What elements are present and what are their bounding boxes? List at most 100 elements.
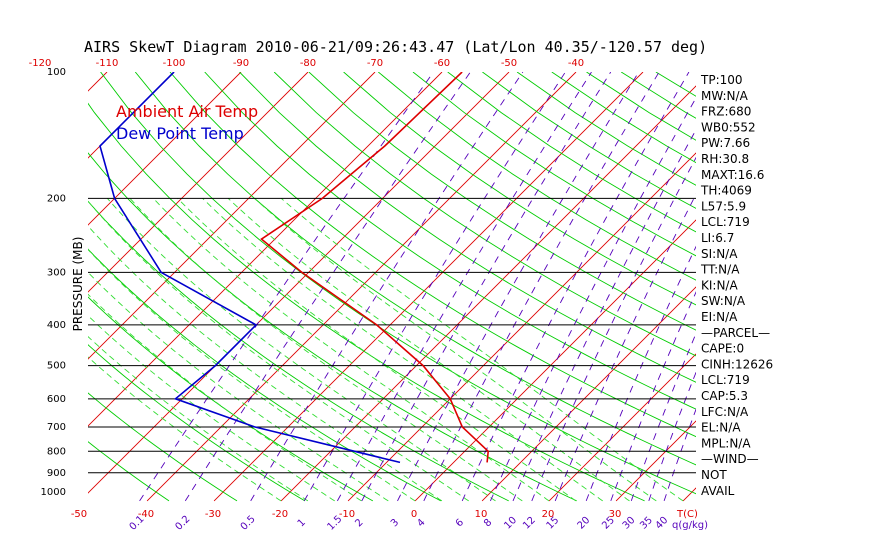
isotherm-line (88, 72, 108, 92)
index-entry: CAPE:0 (701, 342, 744, 356)
index-entry: EI:N/A (701, 310, 738, 324)
index-entry: MPL:N/A (701, 436, 751, 450)
dry-adiabat-line (343, 72, 696, 306)
moist-adiabat-line (227, 198, 630, 502)
dry-adiabat-line (482, 72, 696, 209)
mixing-ratio-line (663, 408, 696, 502)
moist-adiabat-line (88, 293, 362, 502)
bottom-temperature-tick-label: -10 (339, 509, 355, 520)
dry-adiabat-line (516, 72, 696, 186)
dry-adiabat-line (88, 152, 577, 502)
index-entry: PW:7.66 (701, 136, 750, 150)
dry-adiabat-line (134, 72, 696, 466)
top-temperature-tick-label: -80 (300, 58, 316, 69)
index-entry: LCL:719 (701, 215, 750, 229)
index-entry: EL:N/A (701, 421, 741, 435)
bottom-temperature-tick-label: 20 (542, 509, 555, 520)
mixing-ratio-tick-label: 4 (415, 517, 427, 529)
dewpoint-profile-line (99, 72, 401, 464)
dry-adiabat-line (412, 72, 696, 257)
moist-adiabat-line (254, 198, 657, 502)
mixing-ratio-tick-label: 2 (353, 517, 365, 529)
background-grid (0, 72, 870, 502)
mixing-ratio-line (554, 193, 696, 502)
top-temperature-tick-label: -120 (29, 58, 52, 69)
pressure-tick-label: 900 (47, 468, 66, 479)
top-temperature-tick-label: -100 (163, 58, 186, 69)
chart-title: AIRS SkewT Diagram 2010-06-21/09:26:43.4… (84, 38, 707, 56)
dry-adiabat-line (88, 200, 509, 502)
bottom-temperature-ticks: -50 -40 -30 -20 -10 0 10 20 30 (71, 509, 622, 520)
isotherm-line (88, 72, 242, 226)
isotherm-line (750, 72, 870, 501)
index-entry: —WIND— (701, 452, 759, 466)
isotherm-line (213, 72, 644, 502)
moist-adiabat-line (107, 198, 496, 502)
index-entry: CINH:12626 (701, 357, 773, 371)
pressure-tick-label: 400 (47, 320, 66, 331)
mixing-ratio-tick-label: 3 (389, 517, 401, 529)
mixing-ratio-tick-label: 0.5 (239, 514, 258, 533)
index-entry: MAXT:16.6 (701, 168, 764, 182)
legend-ambient-air-temp: Ambient Air Temp (116, 102, 258, 121)
temperature-unit-label: T(C) (676, 509, 698, 520)
mixing-ratio-line (139, 72, 434, 502)
top-temperature-tick-label: -60 (434, 58, 450, 69)
mixing-ratio-line (648, 371, 696, 502)
moist-adiabat-line (88, 356, 282, 502)
dry-adiabat-line (273, 72, 696, 357)
moist-adiabat-line (88, 271, 389, 502)
temperature-profile-line (260, 72, 490, 463)
mixing-ratio-tick-label: 10 (502, 515, 519, 532)
moist-adiabat-line (88, 225, 443, 502)
mixing-ratio-line (184, 72, 471, 502)
dry-adiabat-line (308, 72, 696, 331)
pressure-tick-label: 500 (47, 361, 66, 372)
mixing-ratio-line (337, 72, 592, 502)
mixing-ratio-line (397, 72, 640, 502)
moist-adiabat-line (88, 248, 416, 502)
index-entry: LCL:719 (701, 373, 750, 387)
bottom-temperature-tick-label: -20 (272, 509, 288, 520)
top-temperature-tick-label: -110 (96, 58, 119, 69)
isotherm-line (548, 353, 696, 502)
dry-adiabat-line (88, 102, 645, 502)
pressure-tick-label: 700 (47, 422, 66, 433)
bottom-temperature-tick-label: -30 (205, 509, 221, 520)
top-temperature-tick-label: -70 (367, 58, 383, 69)
dry-adiabat-line (655, 72, 696, 97)
pressure-axis-ticks: 100 200 300 400 500 600 700 800 900 1000 (41, 67, 66, 498)
index-entry: WB0:552 (701, 120, 756, 134)
dry-adiabat-line (88, 296, 374, 502)
mixing-ratio-tick-label: 0.2 (173, 514, 192, 533)
dry-adiabat-line (100, 72, 696, 495)
isotherm-line (615, 420, 696, 502)
mixing-ratio-line (423, 72, 660, 502)
index-entry: L57:5.9 (701, 199, 746, 213)
pressure-tick-label: 800 (47, 446, 66, 457)
pressure-tick-label: 200 (47, 193, 66, 204)
top-temperature-tick-label: -40 (568, 58, 584, 69)
moist-adiabat-line (153, 198, 550, 502)
mixing-ratio-tick-label: 20 (576, 515, 593, 532)
mixing-ratio-unit-label: q(g/kg) (672, 520, 708, 531)
index-entry: CAP:5.3 (701, 389, 748, 403)
isotherm-line (0, 72, 40, 501)
index-entry: —PARCEL— (701, 326, 770, 340)
isotherm-line (146, 72, 577, 502)
bottom-temperature-tick-label: 0 (411, 509, 417, 520)
pressure-tick-label: 300 (47, 267, 66, 278)
pressure-tick-label: 1000 (41, 487, 66, 498)
mixing-ratio-line (250, 72, 524, 502)
index-entry: TT:N/A (700, 263, 740, 277)
top-temperature-tick-label: -50 (501, 58, 517, 69)
mixing-ratio-tick-label: 35 (638, 515, 655, 532)
moist-adiabat-line (281, 198, 684, 502)
index-entry: LI:6.7 (701, 231, 734, 245)
index-entry: AVAIL (701, 484, 735, 498)
pressure-tick-label: 100 (47, 67, 66, 78)
isotherm-line (280, 85, 696, 502)
mixing-ratio-tick-label: 40 (654, 515, 671, 532)
mixing-ratio-tick-label: 8 (482, 517, 494, 529)
